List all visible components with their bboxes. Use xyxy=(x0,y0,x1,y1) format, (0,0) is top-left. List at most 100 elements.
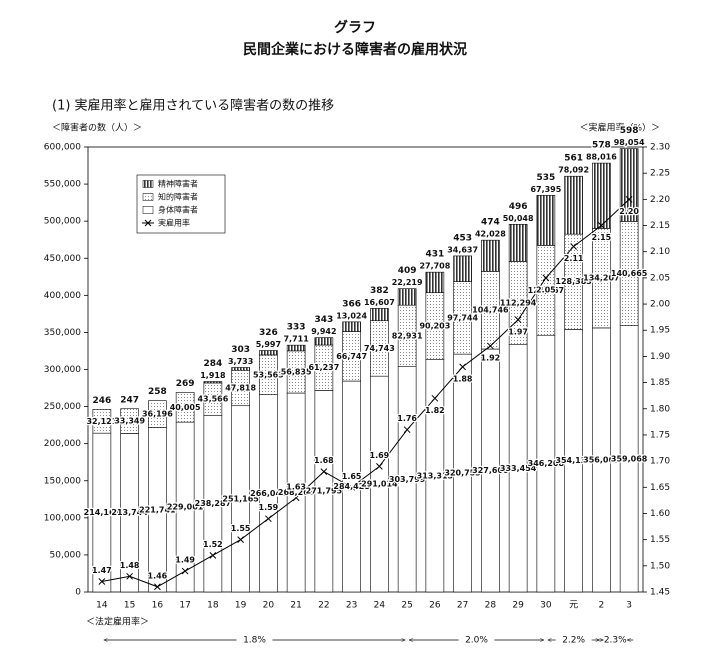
total-label: 246 xyxy=(92,396,111,406)
rate-marker xyxy=(265,515,272,523)
y-tick-label: 350,000 xyxy=(44,328,81,338)
value-label: 327,600 xyxy=(472,466,509,475)
period-label: 2.2% xyxy=(562,636,585,646)
y2-tick-label: 1.55 xyxy=(650,535,670,545)
bar-segment xyxy=(592,162,611,229)
value-label: 229,061 xyxy=(167,503,204,512)
rate-label: 1.46 xyxy=(148,571,168,580)
x-tick-label: 24 xyxy=(374,601,386,611)
bar-segment xyxy=(92,409,112,434)
value-label: 9,942 xyxy=(311,327,336,336)
bar-segment xyxy=(425,271,445,294)
value-label: 140,665 xyxy=(611,269,648,278)
x-tick-label: 17 xyxy=(179,601,190,611)
value-label: 13,024 xyxy=(336,311,367,320)
y2-tick-label: 2.00 xyxy=(650,300,670,310)
bar-segment xyxy=(259,350,278,356)
bar-segment xyxy=(148,400,167,428)
y2-tick-label: 1.45 xyxy=(650,588,670,598)
value-label: 56,835 xyxy=(281,367,312,376)
value-label: 221,741 xyxy=(139,505,176,514)
y2-tick-label: 2.05 xyxy=(650,273,670,283)
value-label: 3,733 xyxy=(228,357,253,366)
value-label: 16,607 xyxy=(364,298,395,307)
value-label: 346,208 xyxy=(528,459,565,468)
total-label: 366 xyxy=(342,299,361,309)
bar-segment xyxy=(342,321,361,332)
value-label: 359,068 xyxy=(611,454,648,463)
period-label: 2.0% xyxy=(465,636,488,646)
y2-tick-label: 1.80 xyxy=(650,404,670,414)
rate-line xyxy=(101,198,630,588)
rate-marker xyxy=(514,316,522,324)
value-label: 74,743 xyxy=(364,344,395,353)
y2-tick-label: 2.10 xyxy=(650,247,670,257)
value-label: 121,167 xyxy=(528,286,564,295)
rate-marker xyxy=(487,342,494,350)
value-label: 1,918 xyxy=(200,371,226,380)
rate-marker xyxy=(376,462,383,470)
rate-label: 1.92 xyxy=(481,353,501,362)
bar-segment xyxy=(508,223,528,262)
chart-subtitle: 民間企業における障害者の雇用状況 xyxy=(243,41,467,58)
rate-marker xyxy=(126,572,133,580)
x-tick-label: 20 xyxy=(263,601,275,611)
total-label: 496 xyxy=(509,202,528,212)
rate-label: 1.63 xyxy=(286,482,306,491)
x-tick-label: 2 xyxy=(599,601,605,611)
bar-segment xyxy=(231,367,250,371)
total-label: 382 xyxy=(370,286,389,296)
rate-marker xyxy=(98,578,106,585)
y-tick-label: 550,000 xyxy=(44,180,81,190)
x-tick-label: 27 xyxy=(457,601,468,611)
y2-tick-label: 1.50 xyxy=(650,561,670,571)
legend-label: 知的障害者 xyxy=(158,192,198,202)
legal-rate-label: ＜法定雇用率＞ xyxy=(86,616,149,628)
rate-marker xyxy=(570,243,577,250)
x-tick-label: 29 xyxy=(512,601,524,611)
bar-segment xyxy=(286,344,306,352)
total-label: 269 xyxy=(176,379,195,389)
value-label: 50,048 xyxy=(503,214,534,223)
value-label: 333,454 xyxy=(500,464,537,473)
total-label: 578 xyxy=(592,141,611,151)
value-label: 27,708 xyxy=(419,262,450,271)
value-label: 7,711 xyxy=(283,335,309,344)
y-tick-label: 200,000 xyxy=(44,439,81,449)
rate-label: 1.55 xyxy=(231,524,251,533)
total-label: 535 xyxy=(536,173,555,183)
rate-label: 1.76 xyxy=(397,414,417,423)
total-label: 474 xyxy=(481,218,500,228)
rate-label: 1.48 xyxy=(120,561,140,570)
y2-tick-label: 1.85 xyxy=(650,378,670,388)
x-tick-label: 25 xyxy=(401,601,412,611)
rate-marker xyxy=(542,274,550,282)
rate-marker xyxy=(348,483,355,491)
x-tick-label: 28 xyxy=(485,601,497,611)
rate-label: 2.05 xyxy=(536,285,556,294)
x-tick-label: 23 xyxy=(346,601,357,611)
x-tick-label: 15 xyxy=(124,601,135,611)
bar-segment xyxy=(203,381,223,384)
value-label: 213,744 xyxy=(111,508,148,517)
x-tick-label: 22 xyxy=(318,601,329,611)
value-label: 214,163 xyxy=(84,508,120,517)
y2-tick-label: 1.60 xyxy=(650,509,670,519)
legend-swatch xyxy=(142,206,154,214)
total-label: 561 xyxy=(564,154,583,164)
legend-label: 精神障害者 xyxy=(158,179,198,189)
bar-segment xyxy=(397,288,417,306)
value-label: 33,349 xyxy=(114,417,145,426)
rate-label: 1.88 xyxy=(453,374,473,383)
total-label: 333 xyxy=(287,323,306,333)
rate-marker xyxy=(181,567,189,575)
value-label: 43,566 xyxy=(197,395,228,404)
total-label: 258 xyxy=(148,387,167,397)
rate-label: 1.47 xyxy=(92,566,112,575)
y-tick-label: 100,000 xyxy=(44,513,81,523)
bar-segment xyxy=(314,337,334,346)
x-tick-label: 元 xyxy=(569,601,578,611)
x-tick-label: 14 xyxy=(96,601,108,611)
total-label: 409 xyxy=(398,266,417,276)
